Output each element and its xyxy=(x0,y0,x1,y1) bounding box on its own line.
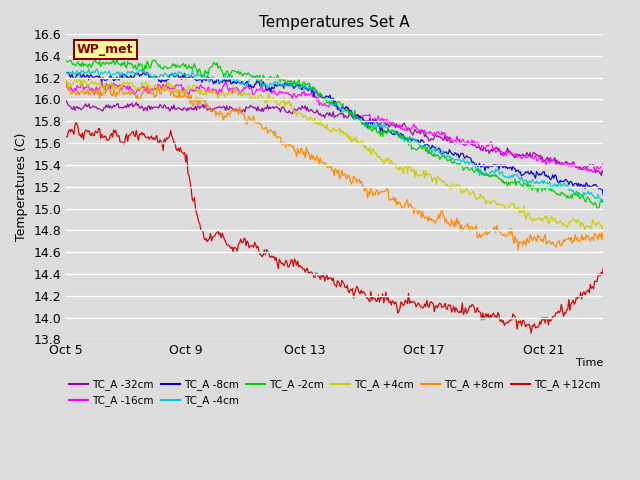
Y-axis label: Temperatures (C): Temperatures (C) xyxy=(15,132,28,241)
Text: WP_met: WP_met xyxy=(77,43,134,56)
Legend: TC_A -32cm, TC_A -16cm, TC_A -8cm, TC_A -4cm, TC_A -2cm, TC_A +4cm, TC_A +8cm, T: TC_A -32cm, TC_A -16cm, TC_A -8cm, TC_A … xyxy=(65,375,605,410)
Title: Temperatures Set A: Temperatures Set A xyxy=(259,15,410,30)
Text: Time: Time xyxy=(576,358,604,368)
